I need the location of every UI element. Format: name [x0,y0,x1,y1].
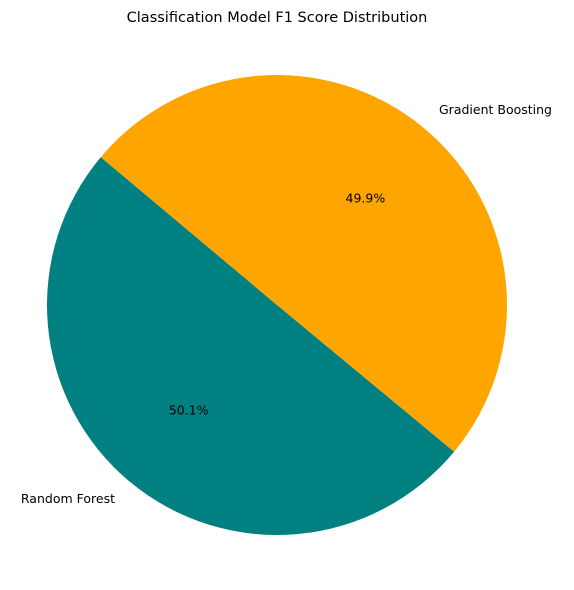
slice-label-gradient-boosting: Gradient Boosting [439,102,552,117]
chart-title: Classification Model F1 Score Distributi… [127,10,428,26]
percent-label-random-forest: 50.1% [169,402,209,417]
pie-labels: Random Forest 50.1% Gradient Boosting 49.9% [21,102,552,506]
percent-label-gradient-boosting: 49.9% [346,191,386,206]
pie-slice-random-forest [46,157,455,536]
pie-slice-gradient-boosting [100,75,507,452]
slice-label-random-forest: Random Forest [21,491,115,506]
pie-slices [46,75,507,536]
